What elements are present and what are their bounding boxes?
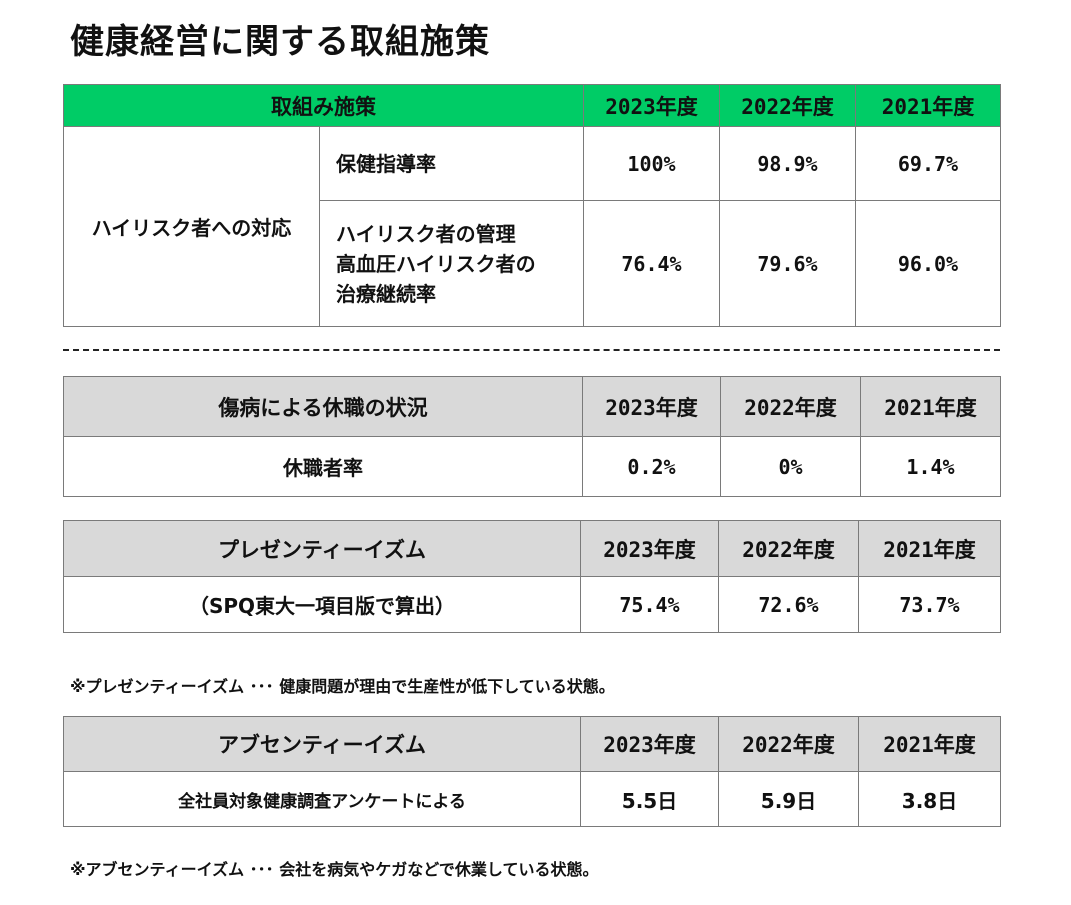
group-label-high-risk: ハイリスク者への対応 [63, 126, 320, 327]
value-leave-2023: 0.2% [582, 436, 721, 497]
header-2022: 2022年度 [718, 520, 859, 577]
value-leave-2021: 1.4% [860, 436, 1001, 497]
value-presenteeism-2021: 73.7% [858, 576, 1001, 633]
section-divider [63, 349, 1000, 351]
row-label-guidance-rate: 保健指導率 [319, 126, 584, 201]
value-absenteeism-2022: 5.9日 [718, 771, 859, 827]
header-presenteeism: プレゼンティーイズム [63, 520, 581, 577]
header-2022: 2022年度 [718, 716, 859, 772]
value-leave-2022: 0% [720, 436, 861, 497]
value-guidance-2021: 69.7% [855, 126, 1001, 201]
value-absenteeism-2023: 5.5日 [580, 771, 719, 827]
header-2023: 2023年度 [580, 520, 719, 577]
page-title: 健康経営に関する取組施策 [70, 22, 490, 62]
value-guidance-2022: 98.9% [719, 126, 856, 201]
header-2023: 2023年度 [580, 716, 719, 772]
row-label-absenteeism-survey: 全社員対象健康調査アンケートによる [63, 771, 581, 827]
high-risk-table: 取組み施策 2023年度 2022年度 2021年度 ハイリスク者への対応 保健… [63, 84, 1001, 327]
header-2021: 2021年度 [858, 716, 1001, 772]
header-2022: 2022年度 [720, 376, 861, 437]
value-treatment-2023: 76.4% [583, 200, 720, 327]
header-2021: 2021年度 [855, 84, 1001, 127]
leave-status-table: 傷病による休職の状況 2023年度 2022年度 2021年度 休職者率 0.2… [63, 376, 1001, 497]
value-guidance-2023: 100% [583, 126, 720, 201]
value-presenteeism-2022: 72.6% [718, 576, 859, 633]
value-presenteeism-2023: 75.4% [580, 576, 719, 633]
row-label-leave-rate: 休職者率 [63, 436, 583, 497]
header-absenteeism: アブセンティーイズム [63, 716, 581, 772]
row-label-presenteeism-method: （SPQ東大一項目版で算出） [63, 576, 581, 633]
absenteeism-table: アブセンティーイズム 2023年度 2022年度 2021年度 全社員対象健康調… [63, 716, 1001, 827]
header-measures: 取組み施策 [63, 84, 584, 127]
row-label-line-3: 治療継続率 [336, 281, 436, 306]
row-label-treatment-rate: ハイリスク者の管理 高血圧ハイリスク者の 治療継続率 [319, 200, 584, 327]
header-2023: 2023年度 [583, 84, 720, 127]
presenteeism-table: プレゼンティーイズム 2023年度 2022年度 2021年度 （SPQ東大一項… [63, 520, 1001, 633]
header-2021: 2021年度 [860, 376, 1001, 437]
note-absenteeism: ※アブセンティーイズム ･･･ 会社を病気やケガなどで休業している状態。 [70, 860, 599, 879]
header-leave-status: 傷病による休職の状況 [63, 376, 583, 437]
row-label-line-1: ハイリスク者の管理 [336, 221, 516, 246]
value-treatment-2022: 79.6% [719, 200, 856, 327]
header-2023: 2023年度 [582, 376, 721, 437]
note-presenteeism: ※プレゼンティーイズム ･･･ 健康問題が理由で生産性が低下している状態。 [70, 677, 615, 696]
value-absenteeism-2021: 3.8日 [858, 771, 1001, 827]
row-label-line-2: 高血圧ハイリスク者の [336, 251, 536, 276]
header-2021: 2021年度 [858, 520, 1001, 577]
value-treatment-2021: 96.0% [855, 200, 1001, 327]
header-2022: 2022年度 [719, 84, 856, 127]
